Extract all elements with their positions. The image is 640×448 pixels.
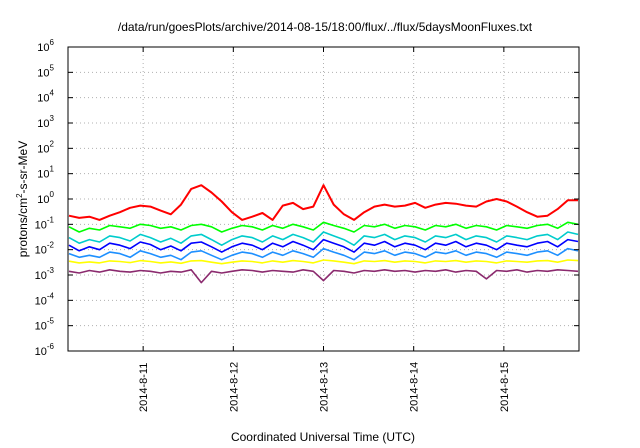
y-tick-label: 10-3 [35,266,55,282]
y-tick-label: 10-5 [35,317,55,333]
y-tick-label: 100 [37,190,54,206]
data-series [68,184,579,284]
y-tick-label: 10-2 [35,241,55,257]
series-line-2 [68,231,579,246]
series-line-1 [68,221,579,233]
chart-title: /data/run/goesPlots/archive/2014-08-15/1… [118,20,533,34]
x-axis: 2014-8-11 2014-8-12 2014-8-13 2014-8-14 2014… [138,47,511,412]
grid-lines [68,47,579,351]
series-line-0 [68,184,578,221]
y-tick-label: 104 [37,89,54,105]
y-tick-label: 102 [37,139,54,155]
y-tick-label: 101 [37,165,54,181]
y-tick-label: 105 [37,63,54,79]
y-tick-label: 106 [37,38,54,54]
x-tick-label: 2014-8-15 [499,362,511,412]
x-tick-label: 2014-8-11 [138,363,150,412]
x-tick-label: 2014-8-13 [319,362,331,412]
series-line-4 [68,247,579,261]
x-axis-label: Coordinated Universal Time (UTC) [231,430,415,444]
series-line-3 [68,238,579,253]
y-tick-label: 10-1 [35,215,55,231]
y-tick-label: 10-4 [35,291,55,307]
x-tick-label: 2014-8-14 [409,362,421,412]
series-line-5 [68,259,579,265]
y-tick-label: 103 [37,114,54,130]
y-axis-label: protons/cm2-s-sr-MeV [15,141,30,257]
y-axis: 10-6 10-5 10-4 10-3 10-2 10-1 100 101 102 103 104 1… [35,38,579,358]
series-line-6 [68,268,579,284]
x-tick-label: 2014-8-12 [228,362,240,412]
y-tick-label: 10-6 [35,342,55,358]
